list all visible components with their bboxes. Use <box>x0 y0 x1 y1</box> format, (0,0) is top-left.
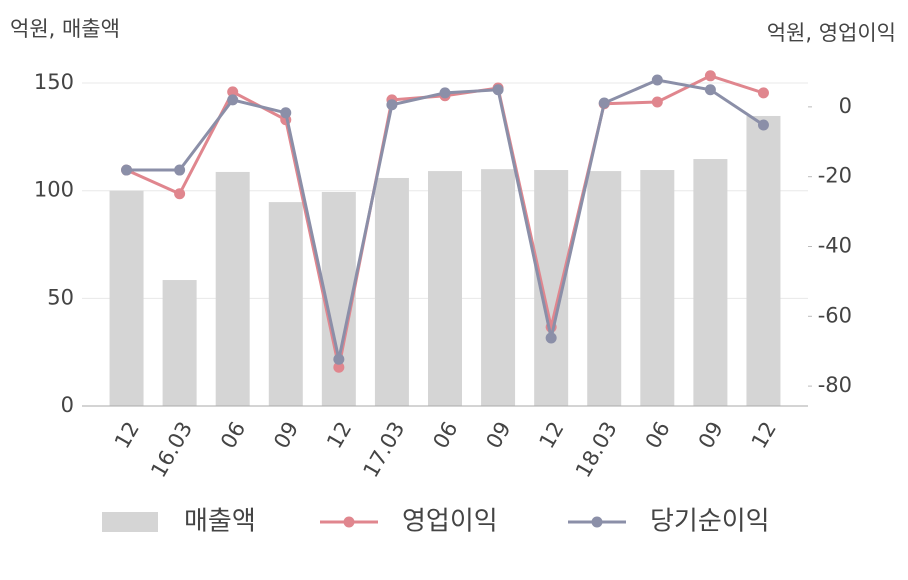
bar <box>374 177 409 406</box>
point <box>704 70 716 82</box>
point <box>651 96 663 108</box>
point <box>121 164 133 176</box>
point <box>545 332 557 344</box>
legend-label: 매출액 <box>184 507 256 537</box>
y-tick-label: 100 <box>34 178 74 202</box>
x-tick-label: 18.03 <box>571 418 622 482</box>
y-tick-label: 0 <box>61 393 74 417</box>
y2-tick-label: -40 <box>818 233 852 257</box>
x-tick-label: 06 <box>216 418 250 453</box>
bar <box>428 171 462 406</box>
x-tick-label: 17.03 <box>359 418 410 482</box>
bar <box>481 169 516 406</box>
x-tick-label: 16.03 <box>146 418 197 482</box>
point <box>598 97 610 109</box>
point <box>386 99 398 111</box>
point <box>333 361 345 373</box>
point <box>174 164 186 176</box>
y2-tick-label: -60 <box>818 303 852 327</box>
y2-tick-label: 0 <box>839 94 852 118</box>
x-tick-label: 12 <box>535 418 569 453</box>
bar <box>162 280 197 406</box>
bar <box>268 202 303 406</box>
legend-swatch <box>343 516 355 528</box>
y2-tick-label: -20 <box>818 164 852 188</box>
point <box>174 188 186 200</box>
y2-tick-label: -80 <box>818 373 852 397</box>
point <box>227 94 239 106</box>
x-tick-label: 12 <box>322 418 356 453</box>
point <box>492 84 504 96</box>
point <box>704 84 716 96</box>
bar <box>215 171 250 406</box>
x-tick-label: 09 <box>269 418 303 453</box>
point <box>227 86 239 98</box>
legend-label: 당기순이익 <box>650 507 770 537</box>
y-tick-label: 50 <box>47 285 74 309</box>
point <box>333 353 345 365</box>
point <box>757 119 769 131</box>
x-tick-label: 12 <box>747 418 781 453</box>
bar <box>640 170 675 406</box>
x-tick-label: 06 <box>428 418 462 453</box>
point <box>757 87 769 99</box>
legend-swatch <box>591 516 603 528</box>
x-tick-label: 06 <box>641 418 675 453</box>
y-tick-label: 150 <box>34 70 74 94</box>
bar <box>109 190 144 406</box>
y2-axis-unit: 억원, 영업이익 <box>767 21 896 45</box>
bar <box>746 115 781 406</box>
point <box>439 87 451 99</box>
x-tick-label: 09 <box>694 418 728 453</box>
bar <box>693 159 728 406</box>
x-tick-label: 09 <box>481 417 515 452</box>
legend-swatch <box>102 512 158 532</box>
point <box>651 74 663 86</box>
x-tick-label: 12 <box>110 418 144 453</box>
bar <box>587 171 622 406</box>
y-axis-unit: 억원, 매출액 <box>10 17 120 41</box>
point <box>280 107 292 119</box>
legend-label: 영업이익 <box>402 507 498 537</box>
